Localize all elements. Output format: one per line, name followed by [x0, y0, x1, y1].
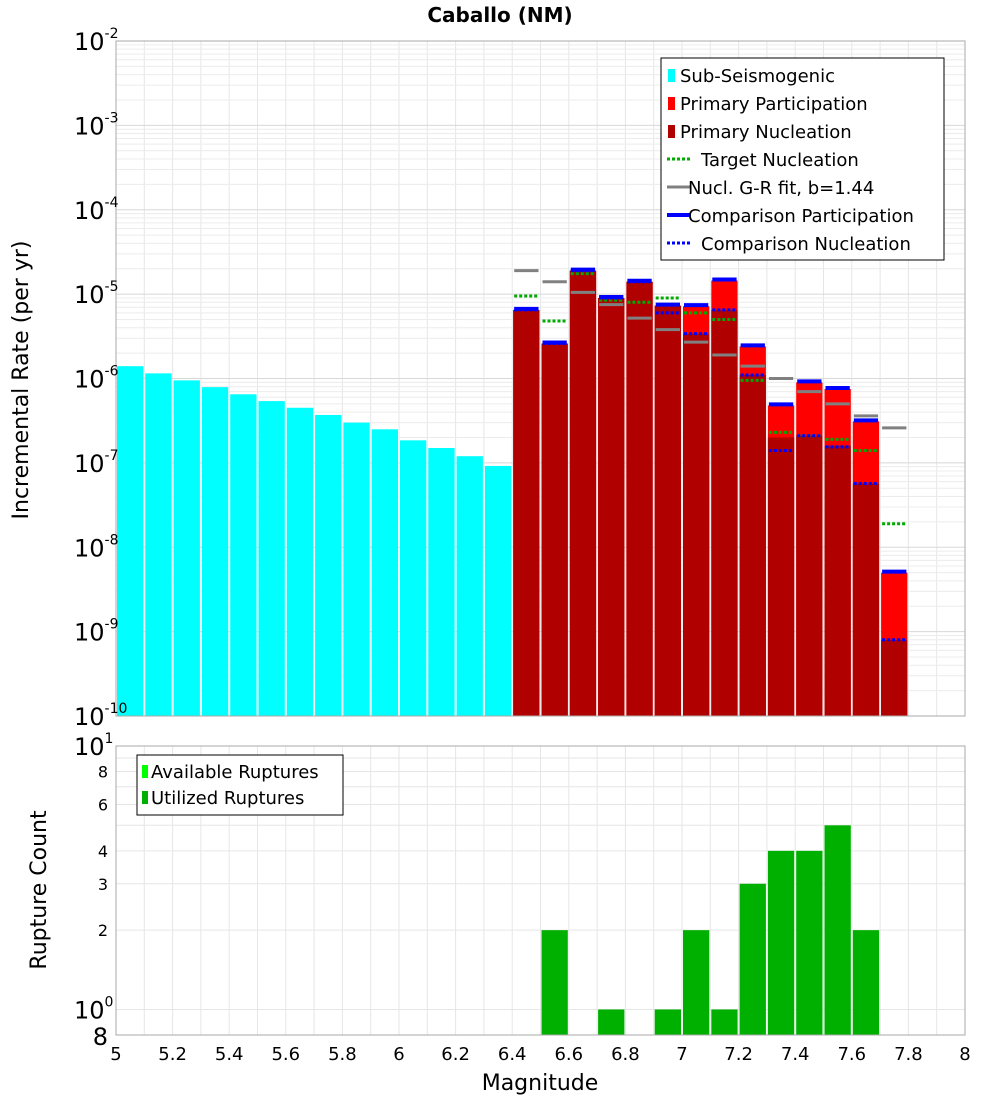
primary-nucleation-bar	[569, 270, 597, 716]
legend-swatch	[668, 97, 675, 110]
primary-nucleation-bar	[654, 305, 681, 716]
primary-nucleation-bar	[824, 445, 851, 716]
x-tick-label: 5	[110, 1044, 121, 1065]
chart-title: Caballo (NM)	[427, 3, 572, 27]
sub-seismogenic-bar	[343, 422, 370, 716]
utilized-ruptures-bar	[711, 1009, 738, 1035]
utilized-ruptures-bar	[683, 930, 710, 1035]
sub-seismogenic-bar	[258, 401, 285, 716]
bottom-y-tick-label: 2	[98, 921, 108, 940]
legend-label: Primary Participation	[680, 94, 868, 115]
top-y-tick-label: 10-5	[74, 279, 119, 309]
legend-label: Comparison Participation	[688, 206, 914, 227]
sub-seismogenic-bar	[230, 394, 257, 716]
bottom-plot-frame	[115, 745, 966, 1036]
primary-nucleation-bar	[881, 639, 908, 716]
x-tick-label: 6.6	[554, 1044, 583, 1065]
sub-seismogenic-bar	[428, 448, 455, 716]
top-legend-box	[660, 57, 945, 261]
x-tick-label: 5.4	[215, 1044, 244, 1065]
top-y-tick-label: 10-10	[74, 701, 127, 731]
x-tick-label: 7.2	[724, 1044, 753, 1065]
legend-label: Comparison Nucleation	[701, 234, 911, 255]
x-tick-label: 5.2	[158, 1044, 187, 1065]
utilized-ruptures-bar	[654, 1009, 681, 1035]
legend-label: Available Ruptures	[151, 762, 319, 783]
sub-seismogenic-bar	[400, 440, 427, 716]
top-plot-frame	[115, 40, 966, 717]
primary-nucleation-bar	[739, 375, 766, 716]
primary-nucleation-bar	[796, 435, 823, 716]
legend-label: Nucl. G-R fit, b=1.44	[688, 178, 874, 199]
utilized-ruptures-bar	[598, 1009, 625, 1035]
x-tick-label: 5.6	[271, 1044, 300, 1065]
top-y-tick-label: 10-4	[74, 195, 119, 225]
bottom-y-tick-label: 8	[98, 763, 108, 782]
top-y-axis-label: Incremental Rate (per yr)	[9, 241, 34, 520]
top-y-tick-label: 10-2	[74, 26, 119, 56]
utilized-ruptures-bar	[796, 850, 823, 1035]
x-tick-label: 5.8	[328, 1044, 357, 1065]
legend-swatch	[668, 69, 675, 82]
x-axis-label: Magnitude	[482, 1071, 599, 1096]
legend-label: Utilized Ruptures	[151, 788, 304, 809]
top-plot-area: 10-2 10-3 10-4 10-5 10-6 10-7 10-8 10-9 10-10 Sub…	[74, 26, 966, 731]
x-tick-label: 8	[959, 1044, 970, 1065]
sub-seismogenic-bar	[201, 387, 229, 716]
sub-seismogenic-bar	[315, 414, 342, 716]
top-y-tick-label: 10-7	[74, 448, 119, 478]
legend-label: Primary Nucleation	[680, 122, 852, 143]
top-y-tick-label: 10-8	[74, 532, 119, 562]
sub-seismogenic-bar	[145, 373, 172, 716]
utilized-ruptures-bar	[541, 930, 568, 1035]
primary-nucleation-bar	[541, 343, 568, 716]
x-tick-label: 6.2	[441, 1044, 470, 1065]
bottom-y-tick-label: 4	[98, 842, 108, 861]
sub-seismogenic-bar	[371, 429, 398, 716]
primary-nucleation-bar	[513, 309, 540, 716]
bottom-y-tick-label: 6	[98, 795, 108, 814]
primary-nucleation-bar	[683, 333, 710, 716]
bottom-y-major-tick-label: 101	[74, 731, 113, 761]
x-tick-label: 7.6	[837, 1044, 866, 1065]
utilized-ruptures-bar	[852, 930, 880, 1035]
primary-nucleation-bar	[598, 297, 625, 716]
primary-nucleation-bar	[852, 483, 880, 716]
primary-nucleation-bar	[767, 437, 795, 716]
x-tick-label: 6.8	[611, 1044, 640, 1065]
bottom-y-major-tick-label: 100	[74, 994, 113, 1024]
bottom-legend-box	[136, 754, 344, 816]
bottom-y-bottom-label: 8	[93, 1023, 108, 1051]
utilized-ruptures-bar	[739, 883, 766, 1035]
primary-nucleation-bar	[711, 309, 738, 716]
sub-seismogenic-bar	[117, 366, 144, 716]
x-tick-label: 7.8	[894, 1044, 923, 1065]
legend-label: Sub-Seismogenic	[680, 66, 835, 87]
sub-seismogenic-bar	[484, 465, 512, 716]
utilized-ruptures-bar	[824, 825, 851, 1035]
x-tick-label: 6	[393, 1044, 404, 1065]
legend-label: Target Nucleation	[700, 150, 859, 171]
primary-nucleation-bar	[626, 281, 653, 716]
x-tick-label: 7.4	[781, 1044, 810, 1065]
legend-swatch	[142, 765, 148, 778]
top-y-tick-label: 10-9	[74, 617, 119, 647]
x-tick-label: 7	[676, 1044, 687, 1065]
bottom-y-tick-label: 3	[98, 875, 108, 894]
utilized-ruptures-bar	[767, 850, 795, 1035]
sub-seismogenic-bar	[173, 380, 200, 716]
sub-seismogenic-bar	[456, 456, 483, 716]
x-tick-label: 6.4	[498, 1044, 527, 1065]
sub-seismogenic-bar	[286, 407, 314, 716]
top-y-tick-label: 10-6	[74, 364, 119, 394]
legend-swatch	[668, 125, 675, 138]
bottom-y-axis-label: Rupture Count	[27, 810, 52, 970]
legend-swatch	[142, 791, 148, 804]
top-y-tick-label: 10-3	[74, 110, 119, 140]
